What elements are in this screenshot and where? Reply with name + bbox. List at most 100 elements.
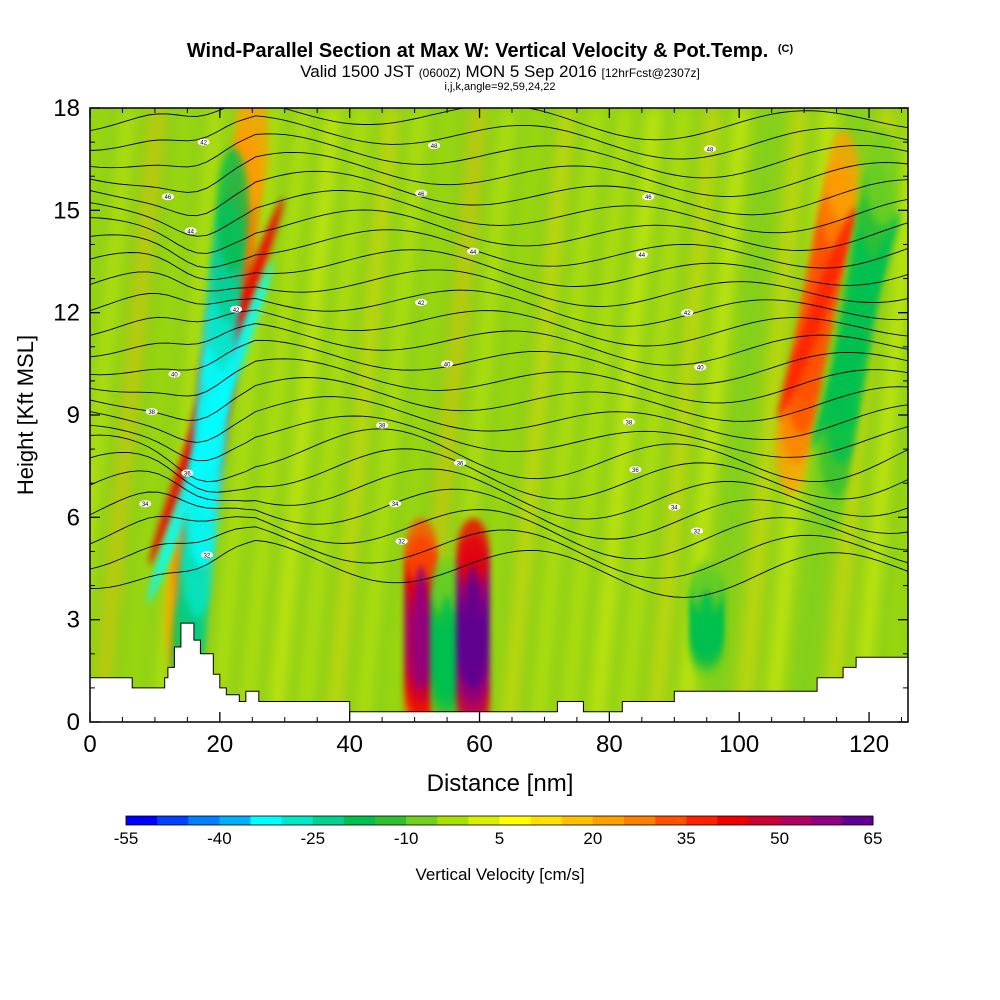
velocity-band [853,147,908,722]
colorbar-swatch [157,816,189,825]
downdraft-cell [431,555,464,616]
downdraft-core [812,211,900,449]
svg-text:42: 42 [233,308,240,314]
svg-text:40: 40 [697,366,704,372]
velocity-band [356,108,428,722]
theta-contour-label: 38 [622,418,635,426]
updraft-core [465,565,482,692]
svg-text:32: 32 [398,540,405,546]
svg-text:44: 44 [470,250,477,256]
chart-subtitle: Valid 1500 JST (0600Z) MON 5 Sep 2016 [1… [300,62,700,81]
y-tick-label: 12 [53,300,80,327]
theta-contour-label: 40 [694,363,707,372]
downdraft-core [698,589,715,650]
theta-contour-label: 34 [389,500,402,508]
theta-contour [90,209,908,254]
colorbar-tick-label: 65 [864,829,883,848]
updraft-core [413,565,430,692]
colorbar-swatch [655,816,687,825]
velocity-band [941,108,1000,722]
colorbar-swatch [250,816,283,825]
theta-contour [90,468,908,520]
theta-contour [90,396,908,443]
theta-contour-label: 44 [467,247,480,256]
colorbar-swatch [343,816,376,825]
colorbar-label: Vertical Velocity [cm/s] [415,865,584,884]
y-axis-label: Height [Kft MSL] [13,335,38,495]
y-tick-label: 3 [67,607,80,634]
svg-text:42: 42 [684,311,691,317]
theta-contour [90,539,908,598]
updraft-cell [457,518,490,585]
velocity-band [122,108,194,722]
svg-text:42: 42 [418,301,425,307]
velocity-band [531,108,603,722]
svg-text:40: 40 [171,373,178,379]
colorbar-swatch [779,816,812,825]
theta-contour-label: 32 [691,527,704,535]
theta-contour-label: 46 [642,193,655,201]
updraft-cell [405,518,438,585]
theta-contour [90,323,908,366]
theta-contour [90,339,908,385]
x-tick-label: 40 [336,731,363,758]
velocity-band [269,108,340,722]
downdraft-core [147,261,273,604]
velocity-band [912,108,982,722]
velocity-band [298,108,369,722]
theta-contour-label: 44 [184,227,197,235]
theta-contour-labels: 42 48 48 46 46 46 44 44 44 42 42 42 40 40 40 38 38 38 36 36… [139,138,716,559]
svg-text:44: 44 [187,229,194,235]
colorbar-swatch [312,816,345,825]
svg-text:34: 34 [671,506,678,512]
velocity-band [561,108,632,722]
velocity-band [473,108,544,722]
colorbar-swatch [748,816,781,825]
x-tick-label: 80 [596,731,623,758]
theta-contour [90,269,908,307]
velocity-band [90,108,135,581]
velocity-band [619,108,691,722]
title-copyright-mark: (C) [778,43,794,55]
theta-contour-label: 42 [415,298,428,307]
theta-contour [90,133,908,179]
svg-text:34: 34 [142,502,149,508]
colorbar-tick-label: 50 [770,829,789,848]
plot-area: 42 48 48 46 46 46 44 44 44 42 42 42 40 40 40 38 38 38 36 36… [90,108,1000,722]
colorbar-swatch [375,816,407,825]
theta-contour-label: 36 [181,469,194,477]
y-tick-label: 6 [67,504,80,531]
theta-contour [90,509,908,560]
downdraft-cell [216,148,249,273]
svg-text:46: 46 [165,195,172,201]
svg-text:46: 46 [645,195,652,201]
theta-contour [90,488,908,540]
colorbar-tick-label: -55 [114,829,139,848]
colorbar-swatch [592,816,625,825]
colorbar-tick-label: 35 [677,829,696,848]
colorbar-swatch [437,816,469,825]
theta-contour [90,309,908,347]
velocity-band [648,108,720,722]
svg-text:32: 32 [694,529,701,535]
velocity-band [707,108,778,722]
colorbar-swatch [810,816,843,825]
theta-contour-label: 48 [428,142,441,150]
velocity-band [970,108,1000,722]
velocity-band [385,108,457,722]
x-tick-label: 100 [719,731,759,758]
theta-contours [90,108,908,598]
colorbar-swatch [499,816,532,825]
colorbar-swatch [686,816,718,825]
x-tick-label: 20 [206,731,233,758]
colorbar-swatch [561,816,594,825]
theta-contour [90,289,908,327]
theta-contour [90,526,908,579]
colorbar-tick-label: -40 [207,829,232,848]
theta-contour-label: 46 [161,193,174,201]
velocity-band [502,108,574,722]
theta-contour-label: 42 [230,305,243,314]
x-tick-label: 0 [83,731,96,758]
theta-contour [90,377,908,422]
velocity-band [590,108,661,722]
